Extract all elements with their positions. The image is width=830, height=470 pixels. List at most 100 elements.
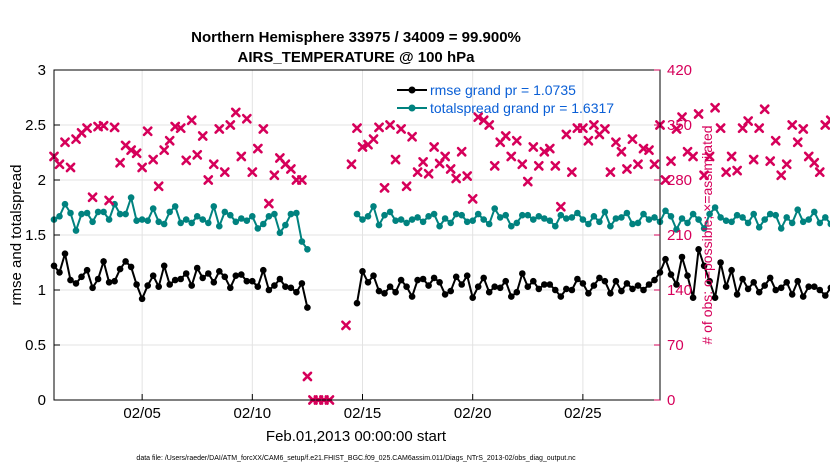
series-rmse-point (419, 275, 427, 283)
series-rmse-point (667, 271, 675, 278)
series-rmse-point (56, 269, 63, 276)
obs-marker (175, 123, 186, 134)
series-spread-point (563, 215, 570, 222)
series-spread-point (667, 213, 675, 220)
series-spread-point (381, 211, 388, 219)
series-spread-point (447, 219, 455, 227)
obs-marker (60, 137, 70, 148)
obs-marker (462, 171, 473, 181)
series-rmse-point (276, 275, 284, 283)
series-spread-point (684, 219, 691, 227)
series-rmse-point (353, 299, 361, 307)
obs-marker (390, 154, 401, 165)
series-spread-point (535, 213, 543, 220)
series-rmse-point (485, 288, 493, 296)
obs-marker (181, 155, 192, 166)
series-rmse-point (678, 253, 686, 261)
obs-marker (792, 137, 803, 148)
y-tick-label: 1.5 (25, 227, 46, 244)
series-spread-point (585, 220, 592, 228)
series-rmse-point (105, 279, 113, 286)
series-spread-point (160, 220, 168, 228)
obs-marker (544, 143, 555, 154)
obs-marker (600, 124, 610, 134)
series-rmse-point (100, 258, 107, 265)
series-spread-point (276, 229, 284, 237)
obs-marker (726, 151, 737, 162)
series-spread-point (287, 210, 295, 218)
series-rmse-point (811, 283, 818, 291)
obs-marker (622, 164, 632, 174)
series-rmse-point (243, 277, 251, 285)
obs-marker (539, 146, 550, 157)
series-spread-point (155, 218, 162, 226)
legend-spread-marker (408, 104, 416, 112)
obs-marker (241, 113, 252, 124)
series-rmse-point (375, 287, 383, 295)
series-rmse-point (530, 277, 537, 285)
series-rmse-point (386, 283, 394, 291)
series-spread-point (221, 208, 229, 216)
series-rmse-point (61, 250, 69, 257)
series-rmse-point (210, 279, 218, 286)
obs-marker (192, 149, 203, 160)
obs-marker (533, 160, 544, 171)
obs-marker (374, 122, 384, 133)
series-spread-point (199, 216, 206, 223)
series-rmse-point (408, 293, 416, 300)
series-spread-point (733, 211, 741, 219)
obs-marker (104, 195, 114, 206)
obs-marker (616, 146, 627, 157)
series-rmse-point (799, 293, 807, 300)
series-rmse-point (436, 279, 443, 286)
series-rmse-point (662, 255, 669, 263)
obs-marker (109, 122, 120, 133)
obs-marker (82, 123, 92, 134)
obs-marker (517, 159, 528, 170)
series-rmse-point (182, 270, 190, 277)
series-rmse-point (739, 275, 746, 283)
series-rmse-point (750, 279, 757, 286)
series-rmse-point (238, 271, 245, 278)
right-y-tick-label: 0 (667, 392, 675, 409)
obs-marker (341, 320, 351, 331)
y-tick-label: 0 (38, 392, 46, 409)
series-spread-point (474, 210, 482, 218)
obs-marker (561, 129, 572, 140)
obs-marker (456, 146, 467, 157)
series-spread-point (513, 219, 521, 227)
series-rmse-point (508, 293, 515, 300)
obs-marker (528, 142, 539, 152)
series-rmse-point (491, 283, 499, 291)
obs-marker (583, 135, 594, 146)
series-spread-point (94, 208, 102, 216)
obs-marker (142, 126, 153, 137)
series-rmse-point (452, 273, 460, 281)
series-rmse-point (513, 288, 521, 296)
series-rmse-point (496, 284, 504, 292)
obs-marker (115, 157, 126, 168)
obs-marker (710, 102, 720, 113)
series-rmse-point (744, 285, 752, 293)
obs-marker (644, 145, 654, 156)
series-spread-point (359, 216, 366, 223)
series-spread-point (717, 214, 724, 221)
series-rmse-point (304, 304, 311, 311)
series-rmse-point (199, 274, 206, 282)
series-rmse-point (370, 272, 377, 280)
obs-marker (776, 170, 787, 181)
series-spread-point (243, 217, 251, 224)
series-rmse-point (133, 281, 140, 288)
series-spread-point (171, 203, 179, 210)
y-tick-label: 2 (38, 172, 46, 189)
x-tick-label: 02/20 (454, 405, 492, 422)
series-rmse-point (381, 290, 388, 297)
obs-marker (159, 145, 170, 156)
series-rmse-point (441, 291, 449, 298)
series-spread-point (695, 216, 702, 223)
series-rmse-point (601, 277, 609, 285)
obs-marker (302, 371, 313, 382)
series-rmse-point (78, 273, 85, 281)
series-spread-point (596, 218, 603, 226)
obs-marker (423, 168, 434, 179)
